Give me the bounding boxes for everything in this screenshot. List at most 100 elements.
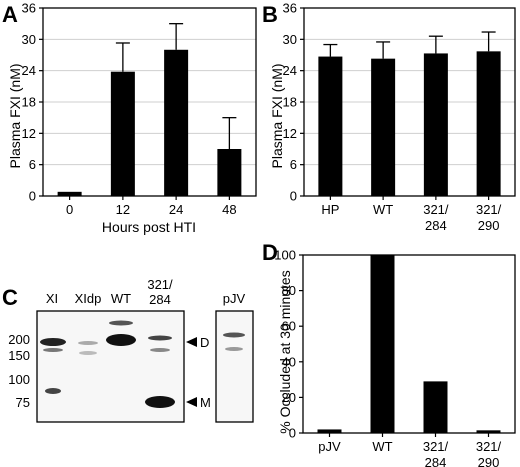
panel-d-y-tick-label: 80 [282, 283, 296, 298]
panel-d-y-label: % Occluded at 30 minutes [277, 270, 293, 433]
panel-b-bar [371, 58, 396, 197]
panel-c: C XI XIdp WT 321/ 284 pJV 200 150 100 75… [2, 277, 254, 423]
band-321-284-monomer [145, 396, 175, 408]
band-321-284-dimer [148, 335, 172, 341]
panel-d-frame [302, 254, 516, 434]
panel-b-bar [476, 51, 501, 196]
panel-a-x-tick-label: 12 [116, 202, 130, 217]
blot-side [215, 310, 254, 423]
panel-a-y-tick-label: 0 [29, 189, 36, 204]
band-xidp-faint [78, 341, 98, 345]
lane-label-xidp: XIdp [75, 291, 102, 306]
panel-d-y-tick-label: 0 [289, 426, 296, 441]
band-label-d: D [200, 335, 209, 350]
panel-b-y-tick-label: 24 [283, 63, 297, 78]
band-xi-low [45, 388, 61, 394]
panel-b-bars [318, 31, 501, 197]
band-pjv-2 [225, 347, 243, 351]
band-321-284-faint [150, 348, 170, 352]
panel-d-bar [423, 381, 448, 433]
panel-d-y-tick-label: 60 [282, 319, 296, 334]
panel-d-y-tick-label: 100 [274, 248, 296, 263]
panel-d-x-tick-label: pJV [318, 439, 341, 454]
panel-d-y-tick-label: 20 [282, 390, 296, 405]
panel-a-y-label: Plasma FXI (nM) [7, 63, 23, 168]
band-xidp-faint-2 [79, 351, 97, 355]
arrowhead-dimer [186, 337, 197, 347]
panel-d: D % Occluded at 30 minutes 020406080100 … [262, 240, 516, 467]
band-xi-faint [43, 348, 63, 352]
panel-b-x-tick-label: 290 [478, 218, 500, 233]
panel-b-x-tick-label: 321/ [423, 202, 449, 217]
panel-d-bar [370, 255, 395, 433]
lane-label-xi: XI [46, 291, 58, 306]
panel-a-bar [110, 71, 135, 196]
panel-d-x-tick-label: 284 [425, 455, 447, 467]
panel-b-bar [423, 53, 448, 196]
band-label-m: M [200, 395, 211, 410]
lane-label-284: 284 [149, 292, 171, 307]
panel-a-x-ticks: 0 12 24 48 [66, 196, 237, 217]
lane-label-321: 321/ [147, 277, 173, 292]
panel-b-x-tick-label: 284 [425, 218, 447, 233]
panel-a-bar [57, 191, 82, 196]
panel-a-y-tick-label: 6 [29, 157, 36, 172]
panel-b-y-tick-label: 18 [283, 95, 297, 110]
panel-a-x-tick-label: 0 [66, 202, 73, 217]
panel-d-y-tick-label: 40 [282, 354, 296, 369]
lane-label-wt: WT [111, 291, 131, 306]
panel-a-y-tick-label: 18 [22, 95, 36, 110]
panel-b-y-ticks: 0 6 12 18 24 30 36 [283, 1, 304, 204]
mw-marker-75: 75 [16, 395, 30, 410]
panel-b-y-label: Plasma FXI (nM) [269, 63, 285, 168]
panel-b-bar [318, 56, 343, 196]
panel-d-bars [317, 255, 501, 433]
panel-b: B Plasma FXI (nM) 0 6 12 18 24 30 36 HP WT 321/2… [262, 1, 516, 233]
panel-d-x-tick-label: 290 [478, 455, 500, 467]
panel-b-frame [303, 7, 516, 197]
panel-b-x-tick-label: 321/ [476, 202, 502, 217]
lane-label-pjv: pJV [223, 291, 246, 306]
panel-a-y-tick-label: 12 [22, 126, 36, 141]
band-wt-high [109, 320, 133, 326]
panel-b-y-tick-label: 6 [290, 157, 297, 172]
panel-b-x-tick-label: HP [321, 202, 339, 217]
panel-d-x-tick-label: 321/ [476, 439, 502, 454]
panel-d-y-ticks: 0 20 40 60 80 100 [274, 248, 303, 441]
panel-a-y-ticks: 0 6 12 18 24 30 36 [22, 1, 43, 204]
panel-a-y-tick-label: 36 [22, 1, 36, 16]
panel-b-y-tick-label: 0 [290, 189, 297, 204]
panel-b-y-tick-label: 12 [283, 126, 297, 141]
panel-a-bars [57, 23, 242, 197]
panel-b-y-tick-label: 30 [283, 32, 297, 47]
panel-a-x-tick-label: 48 [222, 202, 236, 217]
panel-d-x-tick-label: 321/ [423, 439, 449, 454]
panel-a: A Plasma FXI (nM) 0 6 12 18 24 30 36 0 12 24 48 H… [2, 1, 257, 235]
panel-d-bar [317, 429, 342, 433]
panel-a-grid [43, 38, 256, 166]
panel-a-x-tick-label: 24 [169, 202, 183, 217]
arrowhead-monomer [186, 397, 197, 407]
panel-d-x-tick-label: WT [372, 439, 392, 454]
panel-a-y-tick-label: 24 [22, 63, 36, 78]
panel-b-letter: B [262, 2, 278, 27]
panel-a-letter: A [2, 2, 18, 27]
panel-a-bar [217, 149, 242, 196]
mw-marker-150: 150 [8, 348, 30, 363]
band-wt-dimer [106, 334, 136, 346]
panel-d-bar [476, 430, 501, 433]
mw-marker-200: 200 [8, 332, 30, 347]
band-xi-dimer [40, 338, 66, 346]
band-pjv-1 [223, 332, 245, 338]
panel-a-y-tick-label: 30 [22, 32, 36, 47]
panel-a-x-label: Hours post HTI [102, 219, 196, 235]
panel-b-x-tick-label: WT [373, 202, 393, 217]
panel-d-letter: D [262, 240, 278, 265]
mw-marker-100: 100 [8, 372, 30, 387]
panel-b-y-tick-label: 36 [283, 1, 297, 16]
panel-a-frame [42, 7, 257, 197]
panel-c-letter: C [2, 285, 18, 310]
